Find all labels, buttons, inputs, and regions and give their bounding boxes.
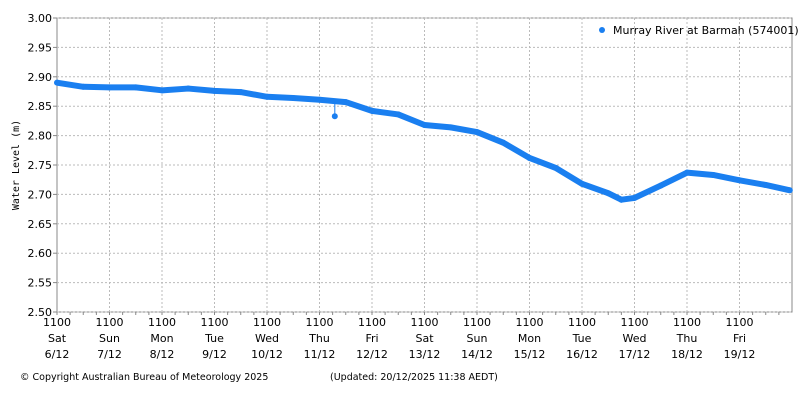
y-tick-label: 3.00 [28, 12, 53, 25]
data-point [684, 169, 690, 176]
data-point [369, 107, 375, 114]
x-tick-label: Thu [676, 332, 698, 345]
x-tick-label: 1100 [411, 316, 439, 329]
x-tick-label: 14/12 [461, 348, 493, 361]
x-tick-label: 10/12 [251, 348, 283, 361]
x-tick-label: Wed [623, 332, 647, 345]
x-tick-label: 1100 [306, 316, 334, 329]
y-tick-label: 2.85 [28, 100, 53, 113]
series-line [56, 79, 791, 203]
x-tick-label: Mon [518, 332, 541, 345]
x-tick-label: Tue [204, 332, 224, 345]
data-point [786, 187, 793, 194]
x-tick-label: Sun [99, 332, 120, 345]
data-point [710, 171, 717, 178]
data-point [211, 87, 218, 94]
x-tick-label: Thu [308, 332, 330, 345]
x-tick-label: 1100 [463, 316, 491, 329]
data-point [500, 139, 507, 146]
data-point [185, 85, 192, 92]
copyright-text: © Copyright Australian Bureau of Meteoro… [20, 372, 269, 383]
data-point [421, 122, 428, 129]
updated-text: (Updated: 20/12/2025 11:38 AEDT) [330, 372, 498, 383]
x-tick-label: Sat [48, 332, 67, 345]
x-tick-label: Fri [733, 332, 746, 345]
x-tick-label: 17/12 [619, 348, 651, 361]
data-point [762, 181, 769, 188]
data-point [736, 177, 743, 184]
x-tick-label: 1100 [726, 316, 754, 329]
x-tick-label: Tue [572, 332, 592, 345]
data-point [290, 94, 297, 101]
y-tick-label: 2.55 [28, 277, 53, 290]
x-tick-label: 1100 [516, 316, 544, 329]
data-point [316, 96, 323, 103]
x-tick-label: 1100 [568, 316, 596, 329]
data-point [526, 154, 533, 161]
data-point [605, 190, 612, 197]
x-tick-label: 9/12 [202, 348, 227, 361]
y-tick-label: 2.95 [28, 41, 53, 54]
data-point [618, 196, 625, 203]
x-tick-label: 1100 [358, 316, 386, 329]
grid [56, 17, 793, 313]
data-point [342, 99, 349, 106]
x-tick-label: Sun [467, 332, 488, 345]
data-point [447, 124, 454, 131]
y-tick-label: 2.65 [28, 218, 53, 231]
x-tick-label: 7/12 [97, 348, 122, 361]
y-tick-label: 2.50 [28, 306, 53, 319]
legend: Murray River at Barmah (574001) [599, 24, 799, 37]
y-tick-label: 2.80 [28, 130, 53, 143]
y-tick-label: 2.60 [28, 247, 53, 260]
data-point [579, 180, 585, 187]
y-tick-label: 2.75 [28, 159, 53, 172]
x-tick-label: 16/12 [566, 348, 598, 361]
x-tick-label: 15/12 [514, 348, 546, 361]
x-tick-label: 1100 [96, 316, 124, 329]
y-tick-label: 2.70 [28, 188, 53, 201]
x-tick-label: Sat [415, 332, 434, 345]
data-point [474, 129, 480, 136]
y-tick-label: 2.90 [28, 71, 53, 84]
x-axis: 1100 Sat 6/12 1100 Sun 7/12 1100 Mon 8/12 1100 Tue… [43, 312, 780, 361]
x-tick-label: 1100 [43, 316, 71, 329]
x-tick-label: 1100 [253, 316, 281, 329]
x-tick-label: 13/12 [409, 348, 441, 361]
data-point [395, 111, 402, 118]
data-point [54, 79, 60, 86]
x-tick-label: 18/12 [671, 348, 703, 361]
x-tick-label: Mon [150, 332, 173, 345]
water-level-chart: 2.50 2.55 2.60 2.65 2.70 2.75 2.80 2.85 2.90 2.95… [11, 12, 799, 361]
data-point [132, 84, 139, 91]
x-tick-label: 1100 [148, 316, 176, 329]
y-axis: 2.50 2.55 2.60 2.65 2.70 2.75 2.80 2.85 2.90 2.95… [28, 12, 57, 319]
data-point [80, 83, 87, 90]
series-murray-river [54, 79, 793, 203]
y-axis-label: Water Level (m) [11, 120, 22, 210]
data-point [552, 164, 559, 171]
x-tick-label: 1100 [673, 316, 701, 329]
data-point [159, 87, 165, 94]
data-point [237, 89, 244, 96]
data-point [106, 84, 113, 91]
data-point [631, 194, 638, 201]
x-tick-label: Fri [365, 332, 378, 345]
x-tick-label: 8/12 [150, 348, 175, 361]
x-tick-label: 1100 [621, 316, 649, 329]
x-tick-label: 11/12 [304, 348, 336, 361]
data-point [264, 93, 270, 100]
x-tick-label: 19/12 [724, 348, 756, 361]
data-point [657, 182, 664, 189]
x-tick-label: 1100 [201, 316, 229, 329]
legend-label: Murray River at Barmah (574001) [613, 24, 799, 37]
x-tick-label: 12/12 [356, 348, 388, 361]
x-tick-label: 6/12 [45, 348, 70, 361]
x-tick-label: Wed [255, 332, 279, 345]
legend-marker [599, 27, 605, 33]
